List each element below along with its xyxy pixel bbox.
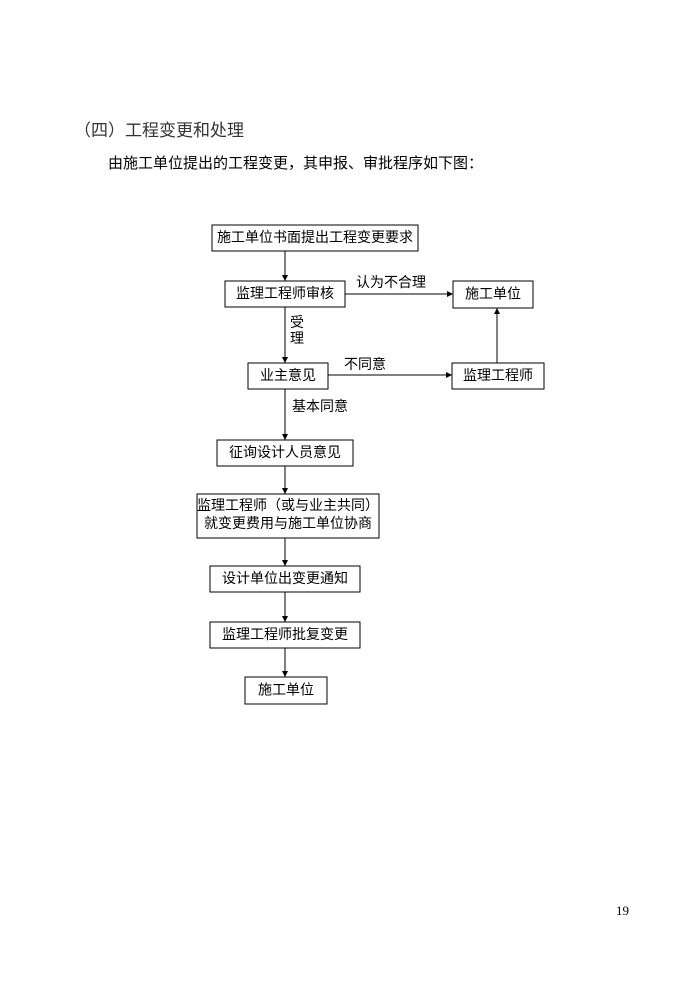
flow-node-label: 就变更费用与施工单位协商 bbox=[204, 516, 372, 532]
flow-node-label: 监理工程师审核 bbox=[236, 286, 334, 302]
flow-node-label: 施工单位书面提出工程变更要求 bbox=[217, 230, 413, 246]
flow-node-label: 设计单位出变更通知 bbox=[222, 570, 348, 587]
flowchart-svg: 认为不合理受理不同意基本同意施工单位书面提出工程变更要求监理工程师审核施工单位业… bbox=[0, 0, 696, 983]
flow-node-label: 监理工程师批复变更 bbox=[222, 626, 348, 643]
flow-node-label: 监理工程师（或与业主共同） bbox=[197, 498, 379, 514]
flow-edge-label: 基本同意 bbox=[292, 398, 348, 415]
flow-edge-label: 受 bbox=[290, 315, 304, 331]
flow-edge-label: 理 bbox=[290, 332, 304, 347]
flow-node-label: 监理工程师 bbox=[463, 368, 533, 384]
flow-node-label: 施工单位 bbox=[465, 287, 521, 303]
flow-node-label: 征询设计人员意见 bbox=[229, 444, 341, 461]
flow-edge-label: 认为不合理 bbox=[356, 275, 426, 291]
flowchart-container: 认为不合理受理不同意基本同意施工单位书面提出工程变更要求监理工程师审核施工单位业… bbox=[0, 0, 696, 988]
flow-edge-label: 不同意 bbox=[344, 356, 386, 373]
flow-node-label: 业主意见 bbox=[260, 367, 316, 384]
page: （四）工程变更和处理 由施工单位提出的工程变更，其申报、审批程序如下图： 19 … bbox=[0, 0, 696, 983]
flow-node-label: 施工单位 bbox=[258, 683, 314, 699]
